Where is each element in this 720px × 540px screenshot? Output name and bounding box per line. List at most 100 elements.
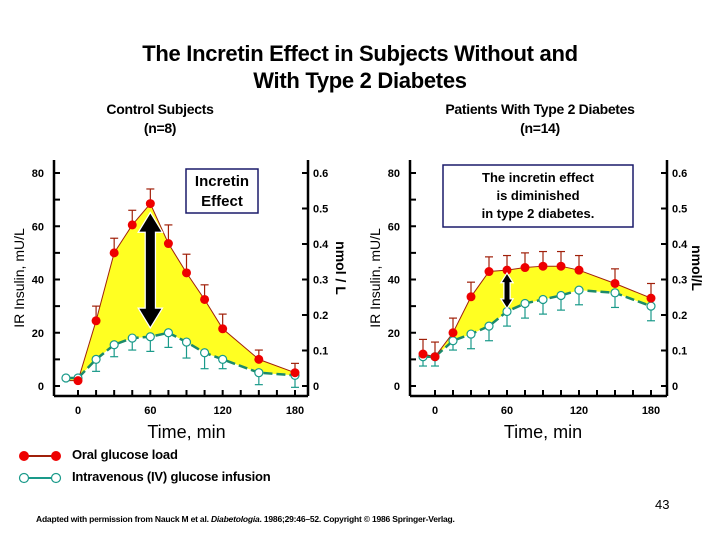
y-tick-label-left: 80	[32, 168, 44, 180]
incretin-effect-area	[65, 203, 295, 381]
right-panel-subtitle: Patients With Type 2 Diabetes (n=14)	[410, 100, 670, 138]
y-tick-label-left: 40	[388, 275, 400, 287]
iv-data-point	[466, 329, 476, 339]
y-axis-title-right: nmol / L	[333, 241, 349, 295]
oral-data-point	[109, 248, 119, 258]
right-subtitle-line-1: Patients With Type 2 Diabetes	[445, 101, 635, 117]
oral-data-point	[502, 265, 512, 275]
oral-data-point	[145, 199, 155, 209]
legend-label-iv: Intravenous (IV) glucose infusion	[72, 469, 271, 484]
iv-data-point	[610, 288, 620, 298]
page-number: 43	[655, 497, 670, 512]
iv-data-point	[574, 285, 584, 295]
title-line-2: With Type 2 Diabetes	[253, 68, 467, 93]
y-axis-title-left: IR Insulin, mU/L	[367, 228, 383, 328]
y-tick-label-left: 80	[388, 168, 400, 180]
oral-data-point	[290, 368, 300, 378]
x-tick-label: 60	[501, 405, 513, 417]
iv-data-point	[91, 354, 101, 364]
annotation-text-line: Incretin	[195, 173, 249, 190]
iv-data-point	[145, 332, 155, 342]
annotation-text-line: in type 2 diabetes.	[482, 206, 595, 221]
y-tick-label-right: 0.2	[313, 310, 328, 322]
iv-data-point	[109, 340, 119, 350]
x-tick-label: 120	[213, 405, 231, 417]
oral-data-point	[127, 220, 137, 230]
chart-panel-right: 0 20 40 60 80 0 0.1 0.2 0.3 0.4 0.5 0.6 0 60 120 180 Tim…	[367, 160, 705, 442]
oral-data-point	[556, 261, 566, 271]
annotation-box	[442, 164, 634, 228]
y-tick-label-left: 60	[32, 221, 44, 233]
x-tick-label: 180	[286, 405, 304, 417]
iv-data-point	[199, 348, 210, 358]
iv-data-point	[181, 337, 192, 347]
y-tick-label-right: 0.5	[672, 204, 687, 216]
y-tick-label-right: 0.4	[313, 239, 329, 251]
y-tick-label-right: 0.5	[313, 204, 328, 216]
incretin-effect-area	[423, 266, 651, 357]
x-tick-label: 0	[75, 405, 81, 417]
y-tick-label-left: 40	[32, 275, 44, 287]
citation-journal: Diabetologia	[210, 514, 260, 524]
oral-data-point	[466, 292, 476, 302]
oral-data-point	[484, 267, 494, 277]
oral-data-point	[418, 349, 428, 359]
oral-series-line	[422, 265, 652, 358]
y-tick-label-right: 0.6	[672, 168, 687, 180]
citation-footnote: Adapted with permission from Nauck M et …	[36, 514, 455, 524]
oral-data-point	[218, 324, 228, 334]
oral-data-point	[163, 239, 173, 249]
oral-data-point	[254, 354, 264, 364]
x-tick-label: 60	[144, 405, 156, 417]
iv-data-point	[556, 290, 566, 301]
oral-data-point	[200, 294, 210, 304]
iv-data-point	[538, 294, 548, 305]
x-tick-label: 0	[432, 405, 438, 417]
oral-data-point	[538, 261, 548, 271]
legend-swatch-iv-icon	[18, 472, 62, 484]
left-subtitle-line-2: (n=8)	[143, 120, 177, 136]
iv-data-point	[484, 321, 494, 331]
y-tick-label-right: 0.6	[313, 168, 328, 180]
title-line-1: The Incretin Effect in Subjects Without …	[142, 41, 578, 66]
oral-data-point	[182, 268, 191, 278]
y-tick-label-right: 0	[313, 381, 319, 393]
y-axis-title-right: nmol/L	[689, 245, 705, 291]
oral-data-point	[448, 328, 458, 338]
incretin-effect-arrow-icon	[499, 271, 515, 310]
oral-series-line	[65, 202, 296, 382]
iv-data-point	[254, 368, 264, 378]
oral-data-point	[610, 278, 620, 288]
legend-label-oral: Oral glucose load	[72, 447, 178, 462]
oral-data-point	[646, 293, 656, 303]
oral-data-point	[430, 352, 440, 362]
y-axis-title-left: IR Insulin, mU/L	[11, 228, 27, 328]
annotation-text-line: is diminished	[496, 188, 579, 203]
annotation-box	[185, 168, 259, 214]
annotation-text-line: The incretin effect	[482, 170, 595, 185]
iv-data-point	[218, 354, 228, 364]
x-axis-title: Time, min	[147, 422, 225, 442]
x-tick-label: 180	[642, 405, 660, 417]
y-tick-label-right: 0.4	[672, 239, 688, 251]
citation-prefix: Adapted with permission from Nauck M et …	[36, 514, 211, 524]
iv-data-point	[448, 336, 458, 346]
y-tick-label-right: 0	[672, 381, 678, 393]
y-tick-label-left: 0	[38, 381, 44, 393]
oral-data-point	[73, 376, 83, 386]
iv-data-point	[61, 373, 71, 383]
y-tick-label-right: 0.3	[672, 275, 687, 287]
iv-data-point	[163, 328, 174, 338]
incretin-effect-arrow-icon	[137, 211, 164, 330]
oral-data-point	[574, 265, 584, 275]
oral-data-point	[91, 316, 101, 326]
y-tick-label-right: 0.1	[672, 346, 687, 358]
legend-swatch-oral-icon	[19, 451, 61, 461]
x-axis-title: Time, min	[504, 422, 582, 442]
iv-data-point	[520, 298, 530, 309]
citation-suffix: . 1986;29:46–52. Copyright © 1986 Spring…	[259, 514, 455, 524]
iv-data-point	[646, 301, 656, 311]
y-tick-label-right: 0.3	[313, 275, 328, 287]
left-subtitle-line-1: Control Subjects	[106, 101, 214, 117]
